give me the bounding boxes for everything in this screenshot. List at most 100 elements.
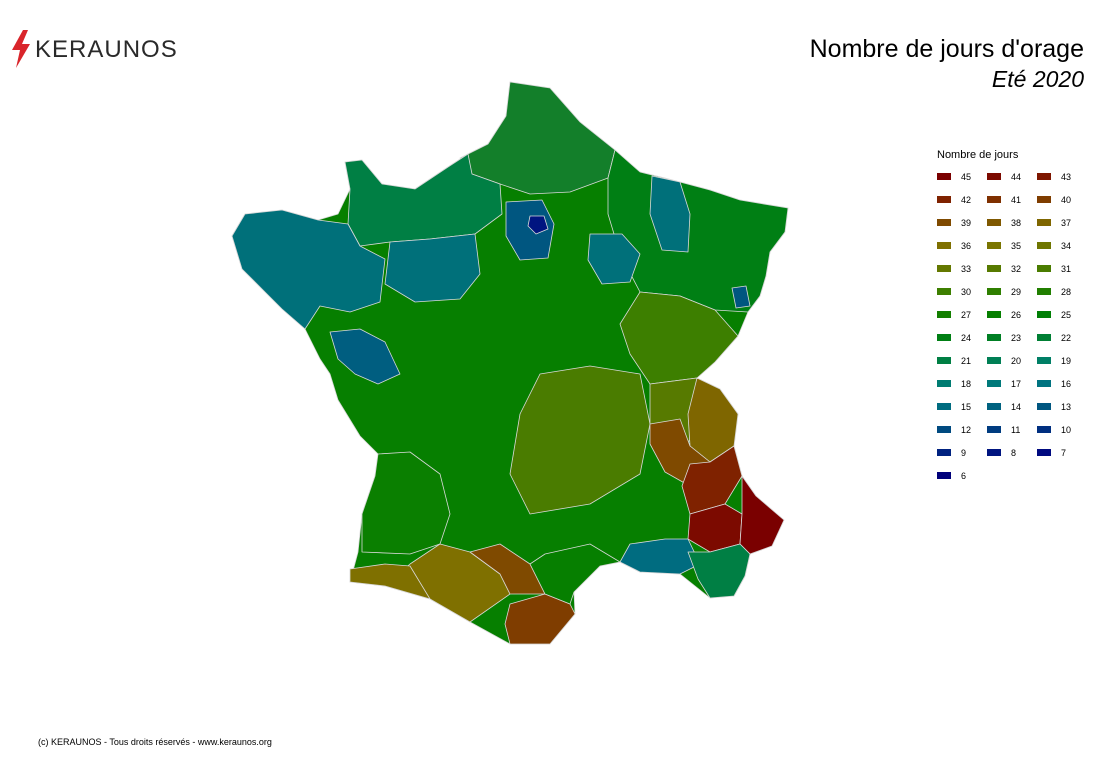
legend-label: 18 xyxy=(961,378,972,389)
legend-label: 30 xyxy=(961,286,972,297)
legend-swatch xyxy=(987,219,1001,226)
map-subtitle: Eté 2020 xyxy=(991,66,1084,92)
legend-grid: 45 44 43 42 41 40 39 38 37 36 35 34 33 32 31 30 29 28 27 26… xyxy=(937,170,1087,482)
legend-label: 36 xyxy=(961,240,972,251)
legend-swatch xyxy=(937,196,951,203)
legend-swatch xyxy=(1037,196,1051,203)
region-belfort xyxy=(731,285,751,309)
legend-swatch xyxy=(1037,173,1051,180)
legend-item: 10 xyxy=(1037,423,1087,436)
legend-swatch xyxy=(987,288,1001,295)
map-titles: Nombre de jours d'orage Eté 2020 xyxy=(810,34,1084,94)
legend-label: 28 xyxy=(1061,286,1072,297)
legend-label: 16 xyxy=(1061,378,1072,389)
legend-item: 33 xyxy=(937,262,987,275)
legend-swatch xyxy=(937,426,951,433)
legend-item: 9 xyxy=(937,446,987,459)
legend-item: 42 xyxy=(937,193,987,206)
legend-item: 30 xyxy=(937,285,987,298)
legend-swatch xyxy=(987,196,1001,203)
legend-item: 25 xyxy=(1037,308,1087,321)
legend-label: 13 xyxy=(1061,401,1072,412)
region-paris-ring xyxy=(505,199,555,261)
legend-label: 44 xyxy=(1011,171,1022,182)
legend-swatch xyxy=(937,288,951,295)
legend-item: 32 xyxy=(987,262,1037,275)
legend-item: 39 xyxy=(937,216,987,229)
legend-item: 20 xyxy=(987,354,1037,367)
map-legend: Nombre de jours 45 44 43 42 41 40 39 38 37 36 35 34… xyxy=(937,149,1087,482)
region-vendee xyxy=(329,328,401,385)
legend-label: 7 xyxy=(1061,447,1067,458)
copyright-notice: (c) KERAUNOS - Tous droits réservés - ww… xyxy=(38,737,272,747)
legend-label: 11 xyxy=(1011,424,1021,435)
legend-item: 15 xyxy=(937,400,987,413)
legend-label: 38 xyxy=(1011,217,1022,228)
legend-swatch xyxy=(937,334,951,341)
legend-item: 24 xyxy=(937,331,987,344)
legend-swatch xyxy=(1037,265,1051,272)
region-languedoc xyxy=(529,543,621,605)
brand-name: KERAUNOS xyxy=(35,36,178,63)
legend-swatch xyxy=(987,334,1001,341)
legend-swatch xyxy=(987,426,1001,433)
legend-swatch xyxy=(937,219,951,226)
legend-swatch xyxy=(987,265,1001,272)
legend-label: 32 xyxy=(1011,263,1022,274)
legend-swatch xyxy=(1037,288,1051,295)
legend-label: 45 xyxy=(961,171,972,182)
legend-swatch xyxy=(987,403,1001,410)
legend-item: 27 xyxy=(937,308,987,321)
france-choropleth-map xyxy=(231,81,789,645)
legend-label: 12 xyxy=(961,424,972,435)
legend-item: 12 xyxy=(937,423,987,436)
keraunos-logo: KERAUNOS xyxy=(10,30,230,70)
legend-item: 43 xyxy=(1037,170,1087,183)
region-alpes-maritimes xyxy=(739,475,785,555)
legend-item: 19 xyxy=(1037,354,1087,367)
legend-swatch xyxy=(1037,357,1051,364)
legend-label: 25 xyxy=(1061,309,1072,320)
legend-item: 44 xyxy=(987,170,1037,183)
legend-item: 36 xyxy=(937,239,987,252)
legend-title: Nombre de jours xyxy=(937,149,1019,161)
legend-item: 34 xyxy=(1037,239,1087,252)
legend-swatch xyxy=(937,449,951,456)
legend-label: 17 xyxy=(1011,378,1022,389)
legend-label: 27 xyxy=(961,309,972,320)
legend-item: 40 xyxy=(1037,193,1087,206)
legend-swatch xyxy=(1037,403,1051,410)
legend-item: 41 xyxy=(987,193,1037,206)
legend-label: 14 xyxy=(1011,401,1022,412)
region-meuse xyxy=(649,175,691,253)
legend-swatch xyxy=(987,380,1001,387)
legend-label: 35 xyxy=(1011,240,1022,251)
legend-swatch xyxy=(1037,242,1051,249)
legend-item: 23 xyxy=(987,331,1037,344)
legend-swatch xyxy=(987,449,1001,456)
legend-label: 6 xyxy=(961,470,967,481)
legend-label: 24 xyxy=(961,332,972,343)
legend-swatch xyxy=(1037,449,1051,456)
legend-swatch xyxy=(937,242,951,249)
legend-swatch xyxy=(937,311,951,318)
legend-item: 8 xyxy=(987,446,1037,459)
legend-swatch xyxy=(987,311,1001,318)
legend-swatch xyxy=(1037,380,1051,387)
legend-item: 35 xyxy=(987,239,1037,252)
legend-swatch xyxy=(937,403,951,410)
legend-swatch xyxy=(937,173,951,180)
region-north xyxy=(459,81,616,195)
region-alps-north xyxy=(619,291,739,385)
legend-swatch xyxy=(937,380,951,387)
legend-label: 33 xyxy=(961,263,972,274)
lightning-bolt-icon xyxy=(12,30,30,68)
legend-item: 38 xyxy=(987,216,1037,229)
region-loire-north xyxy=(384,233,481,303)
legend-label: 29 xyxy=(1011,286,1022,297)
legend-swatch xyxy=(987,173,1001,180)
legend-item: 11 xyxy=(987,423,1037,436)
legend-swatch xyxy=(1037,334,1051,341)
legend-label: 42 xyxy=(961,194,972,205)
